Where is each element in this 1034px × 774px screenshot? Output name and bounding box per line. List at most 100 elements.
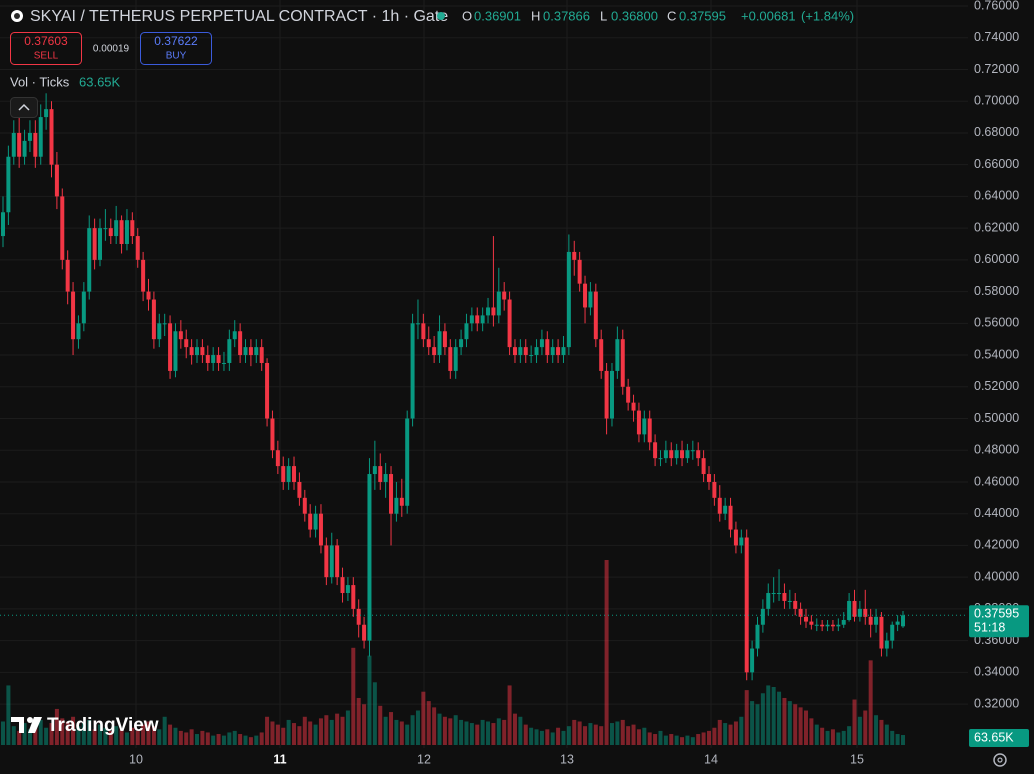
y-tick-label: 0.56000 xyxy=(974,316,1019,330)
candle-body xyxy=(642,418,647,435)
volume-bar xyxy=(65,721,70,745)
volume-bar xyxy=(820,727,825,745)
volume-bar xyxy=(680,737,685,745)
branding: TradingView xyxy=(47,715,159,736)
volume-bar xyxy=(588,723,593,745)
y-tick-label: 0.62000 xyxy=(974,220,1019,234)
candle-body xyxy=(760,608,765,625)
candle-body xyxy=(108,228,113,237)
candle-body xyxy=(512,347,517,356)
volume-bar xyxy=(717,719,722,745)
volume-bar xyxy=(216,734,221,745)
candle-body xyxy=(836,624,841,627)
volume-bar xyxy=(151,726,156,745)
volume-bar xyxy=(626,726,631,745)
chart-title: SKYAI / TETHERUS PERPETUAL CONTRACT · 1h… xyxy=(30,8,448,25)
candle-body xyxy=(879,616,884,649)
candle-body xyxy=(529,355,534,357)
candle-body xyxy=(787,600,792,602)
volume-bar xyxy=(475,724,480,745)
volume-bar xyxy=(119,729,124,745)
volume-bar xyxy=(421,691,426,745)
volume-bar xyxy=(841,730,846,745)
volume-bar xyxy=(636,729,641,745)
candle-body xyxy=(157,323,162,340)
candle-body xyxy=(49,109,54,165)
candle-body xyxy=(863,608,868,617)
volume-bar xyxy=(448,718,453,745)
candle-body xyxy=(448,347,453,371)
candle-body xyxy=(685,450,690,459)
candle-body xyxy=(405,418,410,506)
candle-body xyxy=(114,220,119,237)
y-tick-label: 0.52000 xyxy=(974,379,1019,393)
volume-bar xyxy=(17,730,22,745)
volume-bar xyxy=(173,727,178,745)
candle-body xyxy=(254,347,259,356)
candle-body xyxy=(604,370,609,419)
legend-value: 0.36800 xyxy=(611,8,658,23)
volume-bar xyxy=(868,660,873,745)
candle-body xyxy=(706,474,711,482)
volume-bar xyxy=(265,716,270,745)
y-tick-label: 0.74000 xyxy=(974,30,1019,44)
volume-bar xyxy=(469,723,474,745)
candle-body xyxy=(890,624,895,641)
candle-body xyxy=(178,331,183,340)
volume-title: Vol · Ticks xyxy=(10,74,70,89)
volume-bar xyxy=(33,724,38,745)
collapse-button[interactable] xyxy=(10,97,38,118)
volume-bar xyxy=(308,721,313,745)
buy-button[interactable] xyxy=(140,32,212,65)
candle-body xyxy=(44,109,49,118)
volume-bar xyxy=(286,719,291,745)
volume-bar xyxy=(378,705,383,745)
volume-bar xyxy=(335,713,340,745)
candle-body xyxy=(292,466,297,482)
volume-bar xyxy=(728,724,733,745)
candle-body xyxy=(60,196,65,260)
volume-bar xyxy=(345,710,350,745)
volume-bar xyxy=(777,691,782,745)
candle-body xyxy=(394,497,399,514)
volume-bar xyxy=(98,724,103,745)
x-tick-label: 15 xyxy=(850,752,864,766)
settings-icon[interactable] xyxy=(993,753,1007,767)
candle-body xyxy=(572,251,577,260)
candle-body xyxy=(518,347,523,356)
candle-body xyxy=(901,615,905,627)
volume-bar xyxy=(227,732,232,745)
candle-body xyxy=(265,362,270,419)
sell-button[interactable] xyxy=(10,32,82,65)
volume-bar xyxy=(415,710,420,745)
volume-bar xyxy=(518,716,523,745)
candle-body xyxy=(895,621,900,625)
candle-body xyxy=(432,347,437,356)
volume-bar xyxy=(162,716,167,745)
logo-mark xyxy=(11,717,24,733)
volume-bar xyxy=(405,724,410,745)
volume-bar xyxy=(663,735,668,745)
volume-bar xyxy=(6,685,11,745)
volume-bar xyxy=(302,716,307,745)
candle-body xyxy=(496,291,501,316)
candle-body xyxy=(184,339,189,348)
candle-body xyxy=(76,323,81,340)
candle-body xyxy=(550,347,555,356)
candle-body xyxy=(847,600,852,620)
volume-bar xyxy=(658,730,663,745)
candle-body xyxy=(626,386,631,403)
candle-body xyxy=(599,339,604,371)
candle-body xyxy=(119,220,124,244)
sell-price: 0.37603 xyxy=(24,34,68,48)
volume-bar xyxy=(108,730,113,745)
volume-bar xyxy=(712,727,717,745)
volume-bar xyxy=(539,730,544,745)
volume-bar xyxy=(566,726,571,745)
candle-body xyxy=(820,624,825,627)
candle-body xyxy=(442,331,447,348)
candle-body xyxy=(356,608,361,625)
y-tick-label: 0.54000 xyxy=(974,347,1019,361)
